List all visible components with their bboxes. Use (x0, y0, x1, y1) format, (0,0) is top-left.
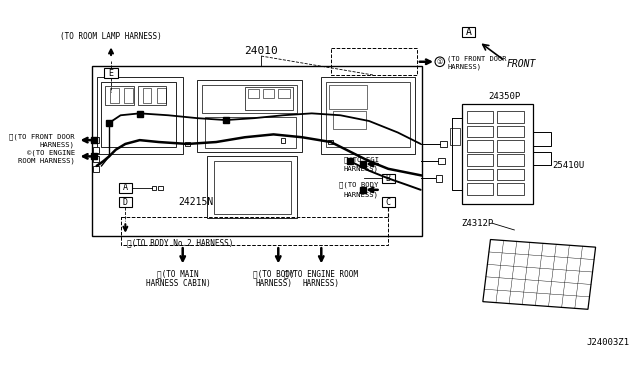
Bar (329, 85, 367, 109)
Bar (462, 104, 534, 204)
Text: ⑨(TO EGI: ⑨(TO EGI (344, 156, 379, 163)
Bar (328, 140, 333, 144)
Text: HARNESS): HARNESS) (255, 279, 292, 288)
Circle shape (435, 57, 445, 67)
Bar (118, 183, 132, 193)
Bar (106, 86, 134, 105)
Text: E: E (109, 69, 113, 78)
Bar (381, 198, 395, 207)
Bar (438, 158, 445, 164)
Bar (451, 128, 460, 145)
Bar (102, 82, 176, 147)
Text: J24003Z1: J24003Z1 (586, 338, 629, 347)
Bar (497, 169, 524, 180)
Text: D: D (123, 198, 128, 207)
Text: HARNESS): HARNESS) (40, 142, 75, 148)
Bar (152, 186, 156, 190)
Text: ⑧(TO BODY No.2 HARNESS): ⑧(TO BODY No.2 HARNESS) (127, 238, 234, 247)
Bar (381, 174, 395, 183)
Text: ⓔ(TO ENGINE ROOM: ⓔ(TO ENGINE ROOM (284, 269, 358, 278)
Bar (534, 132, 550, 146)
Bar (185, 142, 190, 146)
Text: ©(TO ENGINE: ©(TO ENGINE (27, 149, 75, 156)
Bar (92, 65, 422, 236)
Bar (326, 82, 410, 147)
Bar (207, 156, 298, 218)
Text: FRONT: FRONT (507, 59, 536, 69)
Bar (124, 87, 133, 103)
Bar (245, 87, 292, 110)
Text: C: C (386, 198, 390, 207)
Bar (467, 183, 493, 195)
Bar (333, 112, 366, 129)
Bar (93, 166, 99, 171)
Bar (93, 147, 99, 153)
Text: ①: ① (436, 59, 443, 65)
Bar (435, 175, 442, 182)
Bar (462, 27, 475, 37)
Bar (497, 112, 524, 123)
Text: 24215N: 24215N (178, 197, 213, 207)
Bar (440, 141, 447, 147)
Text: (TO FRONT DOOR: (TO FRONT DOOR (447, 56, 507, 62)
Bar (497, 140, 524, 152)
Bar (467, 140, 493, 152)
Bar (467, 112, 493, 123)
Bar (497, 183, 524, 195)
Bar (157, 87, 166, 103)
Bar (110, 87, 118, 103)
Text: HARNESS CABIN): HARNESS CABIN) (145, 279, 211, 288)
Text: A: A (123, 183, 128, 192)
Bar (497, 126, 524, 137)
Text: HARNESS): HARNESS) (344, 166, 379, 172)
Text: 25410U: 25410U (552, 161, 585, 170)
Text: 24010: 24010 (244, 46, 278, 56)
Text: HARNESS): HARNESS) (447, 63, 481, 70)
Bar (331, 48, 417, 75)
Bar (281, 138, 285, 142)
Bar (467, 154, 493, 166)
Text: ⓝ(TO MAIN: ⓝ(TO MAIN (157, 269, 199, 278)
Text: ①(TO BODY: ①(TO BODY (339, 182, 379, 188)
Bar (205, 117, 296, 148)
Bar (214, 161, 291, 214)
Text: A: A (465, 27, 472, 37)
Bar (120, 217, 388, 245)
Text: (TO ROOM LAMP HARNESS): (TO ROOM LAMP HARNESS) (60, 32, 162, 41)
Text: ROOM HARNESS): ROOM HARNESS) (18, 158, 75, 164)
Bar (497, 154, 524, 166)
Text: ⑥(TO FRONT DOOR: ⑥(TO FRONT DOOR (9, 133, 75, 140)
Bar (138, 86, 166, 105)
Bar (321, 77, 415, 154)
Bar (534, 152, 550, 165)
Bar (93, 137, 99, 143)
Text: Z4312P: Z4312P (462, 219, 494, 228)
Text: HARNESS): HARNESS) (303, 279, 340, 288)
Text: HARNESS): HARNESS) (344, 191, 379, 198)
Text: 24350P: 24350P (488, 92, 521, 101)
Bar (263, 89, 275, 98)
Bar (467, 169, 493, 180)
Bar (118, 198, 132, 207)
Bar (278, 89, 290, 98)
Bar (202, 85, 298, 113)
Text: ⓙ(TO BODY: ⓙ(TO BODY (253, 269, 294, 278)
Bar (248, 89, 259, 98)
Bar (97, 77, 182, 154)
Bar (143, 87, 151, 103)
Bar (158, 186, 163, 190)
Bar (104, 68, 118, 78)
Bar (93, 156, 99, 162)
Bar (467, 126, 493, 137)
Text: B: B (386, 174, 390, 183)
Bar (197, 80, 302, 152)
